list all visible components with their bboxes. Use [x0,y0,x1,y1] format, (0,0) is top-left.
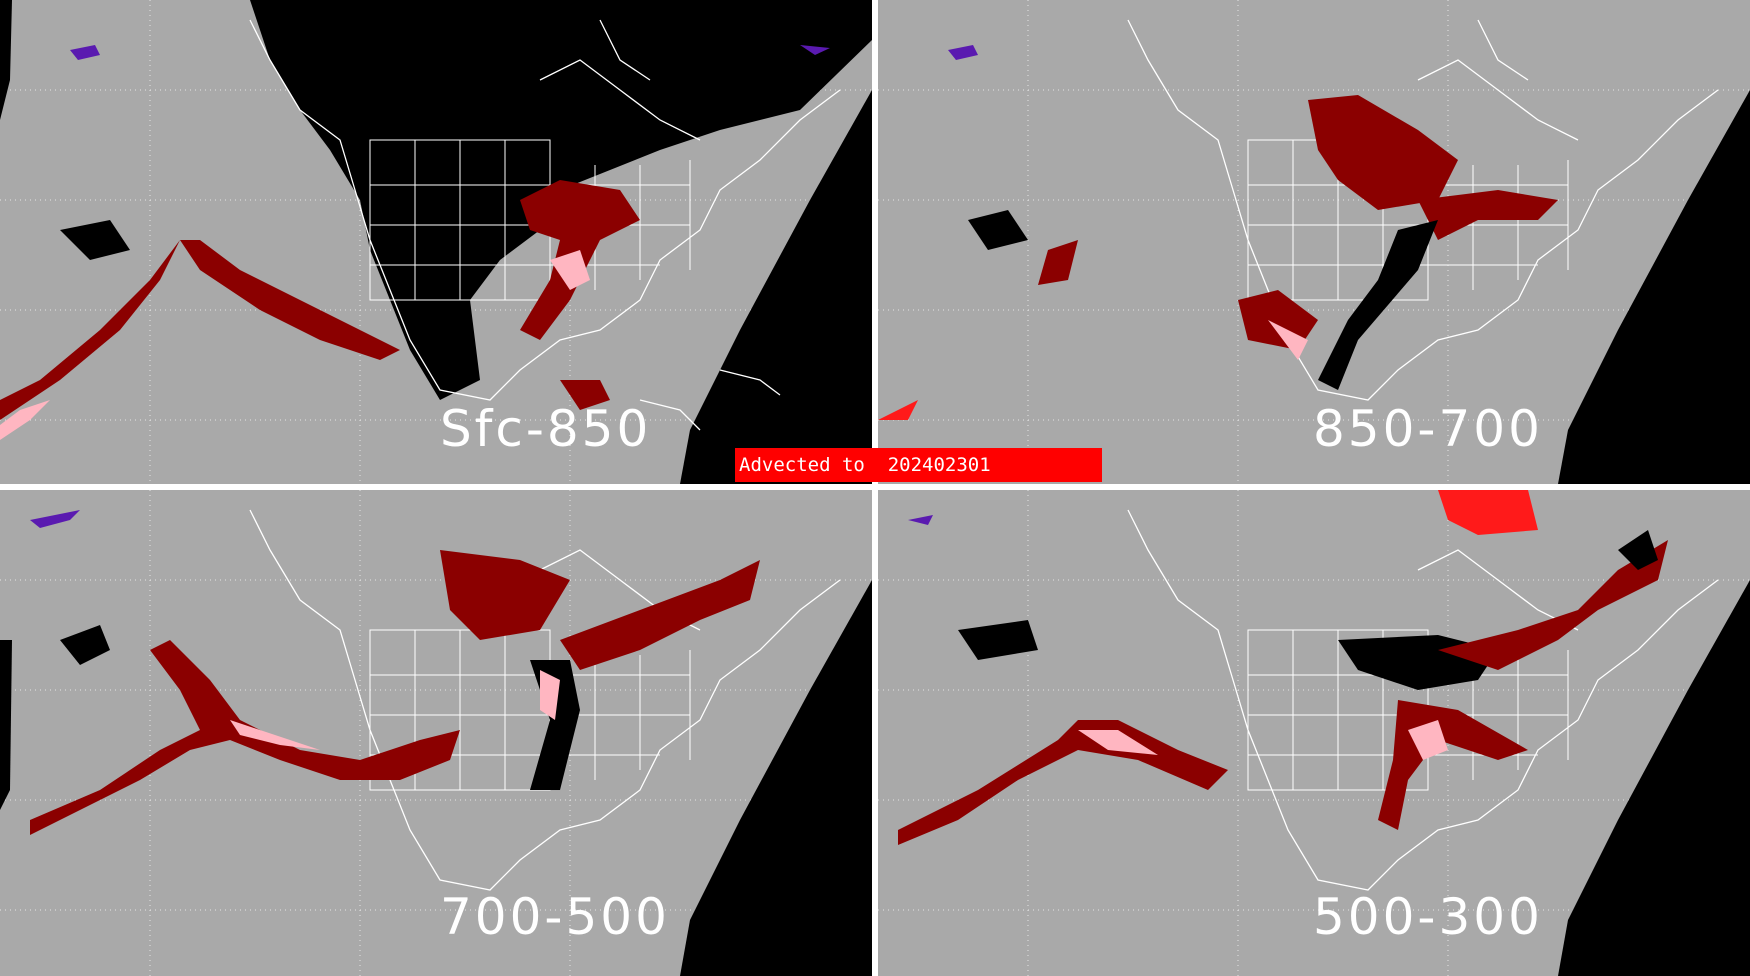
map-graphic [878,0,1750,484]
map-panel-850-700: 850-700 [878,0,1750,484]
panel-layer-label: 700-500 [440,888,670,946]
space-edge-right [1558,90,1750,484]
advected-date: 202402301 [887,454,991,476]
map-graphic [878,490,1750,976]
state-borders [369,629,691,791]
panel-layer-label: Sfc-850 [440,400,652,458]
panel-layer-label: 500-300 [1313,888,1543,946]
advected-prefix: Advected to [739,454,865,476]
space-edge-right [680,90,872,484]
map-panel-sfc-850: Sfc-850 [0,0,872,484]
cloud-features [878,45,1558,420]
coastlines [249,19,841,431]
coastlines [1127,19,1719,401]
space-edge-left [0,0,12,120]
map-graphic [0,0,872,484]
space-edge-right [1558,580,1750,976]
panel-layer-label: 850-700 [1313,400,1543,458]
space-edge-right [680,580,872,976]
cloud-features [0,45,830,440]
map-panel-500-300: 500-300 [878,490,1750,976]
cloud-features [30,510,760,835]
map-panel-700-500: 700-500 [0,490,872,976]
lat-lon-grid [0,490,872,976]
map-graphic [0,490,872,976]
lat-lon-grid [878,490,1750,976]
cloud-features [898,490,1668,845]
lat-lon-grid [878,0,1750,484]
space-edge-left [0,640,12,810]
advected-banner: Advected to 202402301 [735,448,1102,482]
horizontal-divider [0,484,1750,490]
coastlines [1127,509,1719,891]
